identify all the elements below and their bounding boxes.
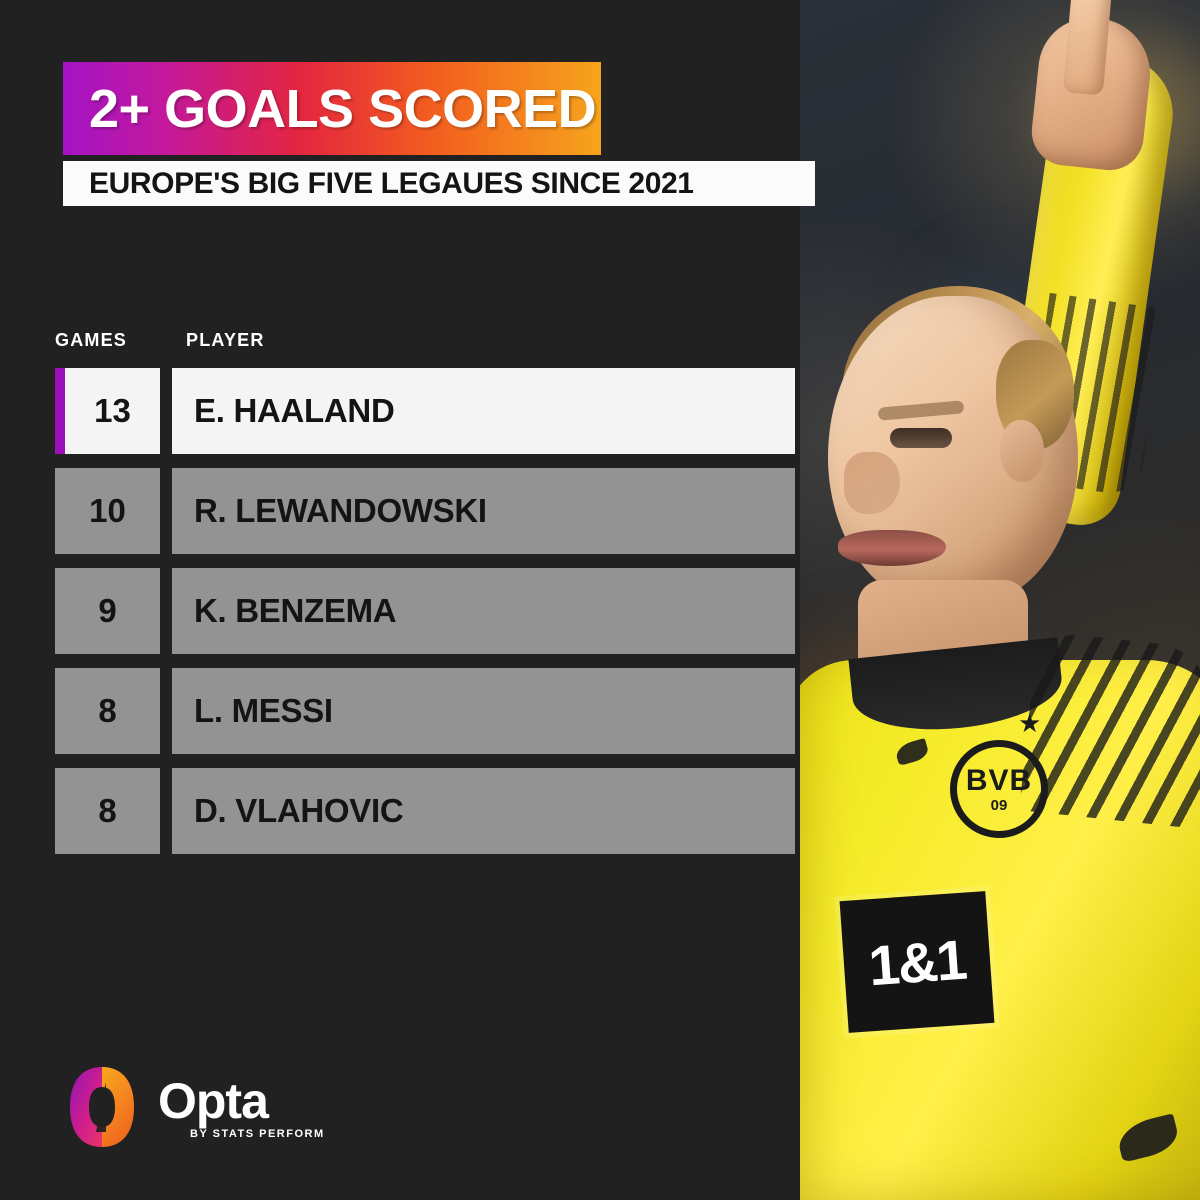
opta-mark-icon <box>66 1066 138 1148</box>
eye <box>890 428 952 448</box>
opta-logo: Opta BY STATS PERFORM <box>66 1062 366 1158</box>
row-games-cell: 8 <box>55 668 160 754</box>
table-row[interactable]: 10 R. LEWANDOWSKI <box>0 468 800 554</box>
row-games-cell: 13 <box>65 368 160 454</box>
ranking-table: 13 E. HAALAND 10 R. LEWANDOWSKI 9 <box>0 368 800 868</box>
mouth <box>838 530 946 566</box>
table-row[interactable]: 13 E. HAALAND <box>0 368 800 454</box>
row-player-name: R. LEWANDOWSKI <box>194 492 487 529</box>
row-player-name: L. MESSI <box>194 692 333 729</box>
row-games-cell: 8 <box>55 768 160 854</box>
opta-brand-text: Opta <box>158 1073 269 1129</box>
row-player-cell: D. VLAHOVIC <box>172 768 795 854</box>
content-panel: 2+ GOALS SCORED EUROPE'S BIG FIVE LEGAUE… <box>0 62 815 1158</box>
table-row[interactable]: 8 L. MESSI <box>0 668 800 754</box>
row-player-name: E. HAALAND <box>194 392 395 429</box>
nose <box>844 452 900 514</box>
table-column-headers: GAMES PLAYER <box>0 330 800 356</box>
title-banner: 2+ GOALS SCORED <box>63 62 601 155</box>
row-player-cell: R. LEWANDOWSKI <box>172 468 795 554</box>
page-subtitle: EUROPE'S BIG FIVE LEGAUES SINCE 2021 <box>89 166 694 200</box>
bvb-crest-text: BVB <box>965 763 1033 797</box>
row-games-value: 8 <box>98 792 117 829</box>
row-accent-bar <box>55 368 65 454</box>
row-games-cell: 10 <box>55 468 160 554</box>
row-player-cell: K. BENZEMA <box>172 568 795 654</box>
row-player-cell: E. HAALAND <box>172 368 795 454</box>
row-player-name: D. VLAHOVIC <box>194 792 404 829</box>
shirt-sponsor-text: 1&1 <box>866 927 968 997</box>
row-player-name: K. BENZEMA <box>194 592 397 629</box>
subtitle-banner: EUROPE'S BIG FIVE LEGAUES SINCE 2021 <box>63 161 815 206</box>
bvb-crest-icon: BVB 09 <box>950 740 1048 838</box>
row-games-value: 10 <box>89 492 126 529</box>
row-games-value: 13 <box>94 392 131 429</box>
row-player-cell: L. MESSI <box>172 668 795 754</box>
row-games-value: 9 <box>98 592 117 629</box>
row-games-cell: 9 <box>55 568 160 654</box>
column-header-player: PLAYER <box>186 330 265 350</box>
row-games-value: 8 <box>98 692 117 729</box>
page-title: 2+ GOALS SCORED <box>89 78 597 139</box>
table-row[interactable]: 8 D. VLAHOVIC <box>0 768 800 854</box>
column-header-games: GAMES <box>55 330 128 350</box>
shirt-sponsor-badge: 1&1 <box>839 891 995 1033</box>
player-photo: ★ BVB 09 1&1 <box>800 0 1200 1200</box>
ear <box>1000 420 1044 482</box>
opta-tagline: BY STATS PERFORM <box>190 1128 325 1140</box>
table-row[interactable]: 9 K. BENZEMA <box>0 568 800 654</box>
crest-star-icon: ★ <box>1018 708 1042 738</box>
bvb-crest-year: 09 <box>990 796 1008 814</box>
